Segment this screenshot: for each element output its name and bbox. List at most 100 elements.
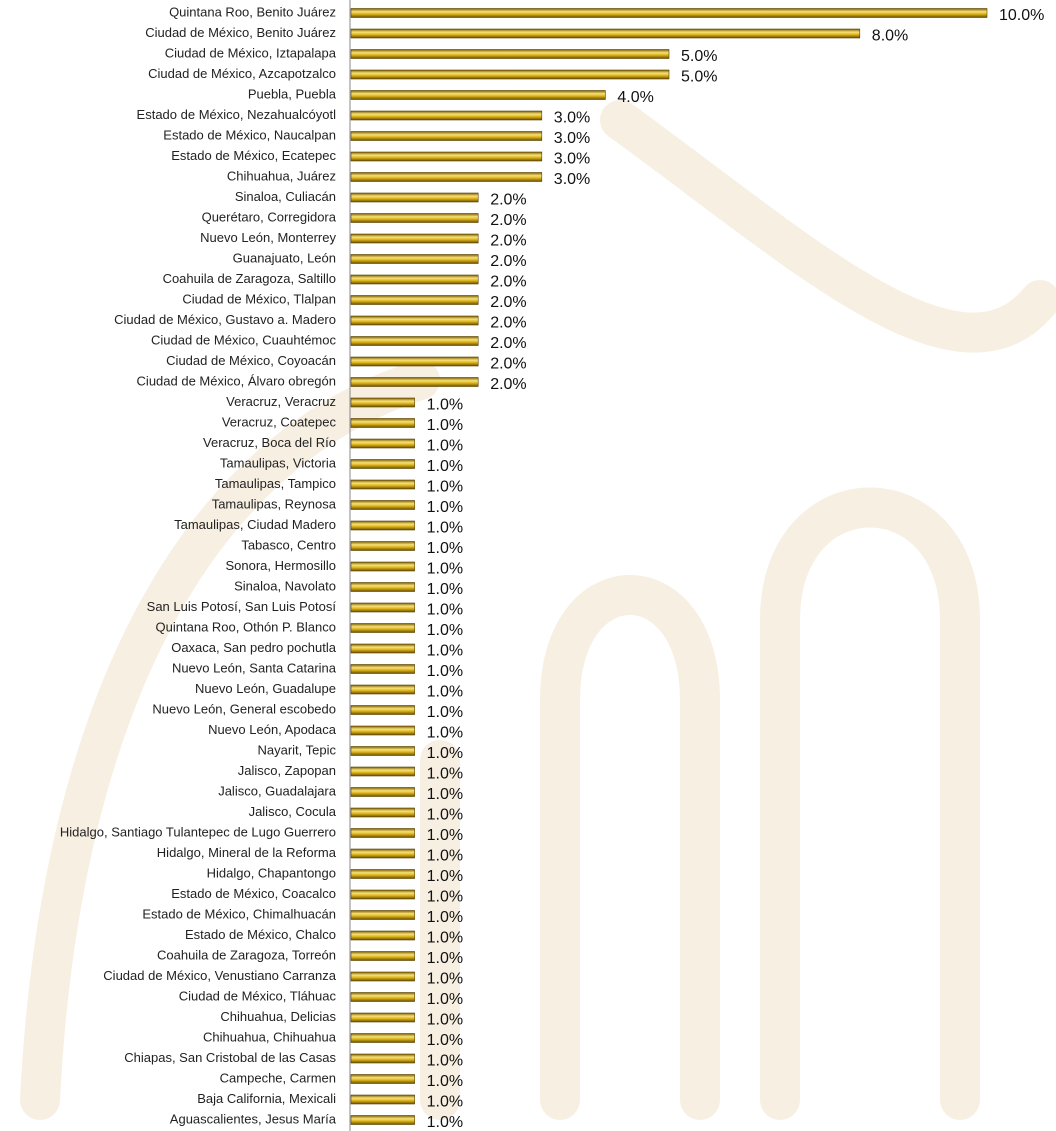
category-label: Tamaulipas, Victoria [220, 455, 337, 470]
category-label: Sonora, Hermosillo [225, 558, 336, 573]
category-label: Querétaro, Corregidora [202, 209, 337, 224]
bar [350, 930, 415, 941]
value-label: 1.0% [427, 786, 463, 803]
bar [350, 623, 415, 633]
bar [350, 254, 479, 264]
value-label: 2.0% [490, 356, 526, 373]
category-label: Ciudad de México, Tlalpan [182, 291, 336, 306]
category-label: Nayarit, Tepic [257, 742, 336, 757]
bar [350, 8, 988, 18]
bar [350, 582, 415, 592]
bar [350, 787, 415, 797]
category-label: Quintana Roo, Benito Juárez [169, 4, 336, 19]
category-label: Ciudad de México, Iztapalapa [165, 45, 337, 60]
bar [350, 110, 543, 121]
category-label: Ciudad de México, Tláhuac [179, 988, 337, 1003]
bar [350, 377, 479, 387]
category-label: Ciudad de México, Álvaro obregón [137, 373, 336, 388]
bar [350, 1115, 415, 1125]
value-label: 1.0% [427, 1012, 463, 1029]
category-label: Sinaloa, Culiacán [235, 189, 336, 204]
value-label: 1.0% [427, 602, 463, 619]
category-label: Veracruz, Veracruz [226, 394, 336, 409]
value-label: 3.0% [554, 130, 590, 147]
category-label: Quintana Roo, Othón P. Blanco [156, 619, 336, 634]
bar [350, 1094, 415, 1105]
value-label: 2.0% [490, 294, 526, 311]
category-label: Estado de México, Nezahualcóyotl [137, 107, 337, 122]
value-label: 2.0% [490, 233, 526, 250]
value-label: 1.0% [427, 1073, 463, 1090]
value-label: 2.0% [490, 315, 526, 332]
value-label: 1.0% [427, 971, 463, 988]
bar [350, 336, 479, 346]
value-label: 2.0% [490, 253, 526, 270]
category-label: Ciudad de México, Benito Juárez [145, 25, 336, 40]
value-label: 1.0% [427, 561, 463, 578]
value-label: 1.0% [427, 1114, 463, 1131]
watermark [20, 100, 1056, 1120]
category-label: Estado de México, Chalco [185, 927, 336, 942]
bar [350, 664, 415, 674]
bar [350, 746, 415, 756]
value-label: 1.0% [427, 540, 463, 557]
value-label: 1.0% [427, 807, 463, 824]
bar [350, 274, 479, 285]
value-label: 1.0% [427, 663, 463, 680]
category-label: Coahuila de Zaragoza, Torreón [157, 947, 336, 962]
value-label: 1.0% [427, 417, 463, 434]
category-label: Tamaulipas, Tampico [215, 476, 336, 491]
category-label: Puebla, Puebla [248, 86, 337, 101]
bar [350, 295, 479, 305]
category-label: Estado de México, Ecatepec [171, 148, 336, 163]
category-label: Chiapas, San Cristobal de las Casas [124, 1050, 336, 1065]
bar [350, 520, 415, 531]
category-label: Nuevo León, General escobedo [152, 701, 336, 716]
category-label: Tamaulipas, Reynosa [212, 496, 337, 511]
bar [350, 889, 415, 900]
bar [350, 766, 415, 777]
value-label: 1.0% [427, 1094, 463, 1111]
value-label: 1.0% [427, 848, 463, 865]
category-label: Hidalgo, Chapantongo [207, 865, 336, 880]
bar [350, 910, 415, 920]
value-label: 1.0% [427, 950, 463, 967]
bar [350, 1033, 415, 1043]
value-label: 3.0% [554, 110, 590, 127]
bar [350, 438, 415, 449]
category-label: San Luis Potosí, San Luis Potosí [147, 599, 337, 614]
bar [350, 213, 479, 223]
bar [350, 643, 415, 654]
category-label: Oaxaca, San pedro pochutla [171, 640, 337, 655]
bar [350, 1053, 415, 1064]
bar [350, 848, 415, 859]
value-label: 5.0% [681, 69, 717, 86]
category-label: Chihuahua, Juárez [227, 168, 336, 183]
bar [350, 828, 415, 838]
bar [350, 28, 861, 39]
bar [350, 869, 415, 879]
value-label: 1.0% [427, 766, 463, 783]
value-label: 1.0% [427, 991, 463, 1008]
value-label: 10.0% [999, 7, 1044, 24]
category-label: Hidalgo, Mineral de la Reforma [157, 845, 337, 860]
value-label: 1.0% [427, 458, 463, 475]
category-label: Sinaloa, Navolato [234, 578, 336, 593]
value-label: 4.0% [617, 89, 653, 106]
value-label: 2.0% [490, 376, 526, 393]
category-label: Estado de México, Coacalco [171, 886, 336, 901]
category-label: Ciudad de México, Venustiano Carranza [103, 968, 336, 983]
value-label: 1.0% [427, 745, 463, 762]
value-label: 1.0% [427, 581, 463, 598]
bar [350, 684, 415, 695]
bar [350, 233, 479, 244]
bar [350, 971, 415, 982]
value-label: 1.0% [427, 622, 463, 639]
value-label: 1.0% [427, 397, 463, 414]
bar [350, 90, 606, 100]
category-label: Veracruz, Boca del Río [203, 435, 336, 450]
category-label: Tamaulipas, Ciudad Madero [174, 517, 336, 532]
category-label: Chihuahua, Delicias [220, 1009, 336, 1024]
bar [350, 807, 415, 818]
value-label: 2.0% [490, 274, 526, 291]
